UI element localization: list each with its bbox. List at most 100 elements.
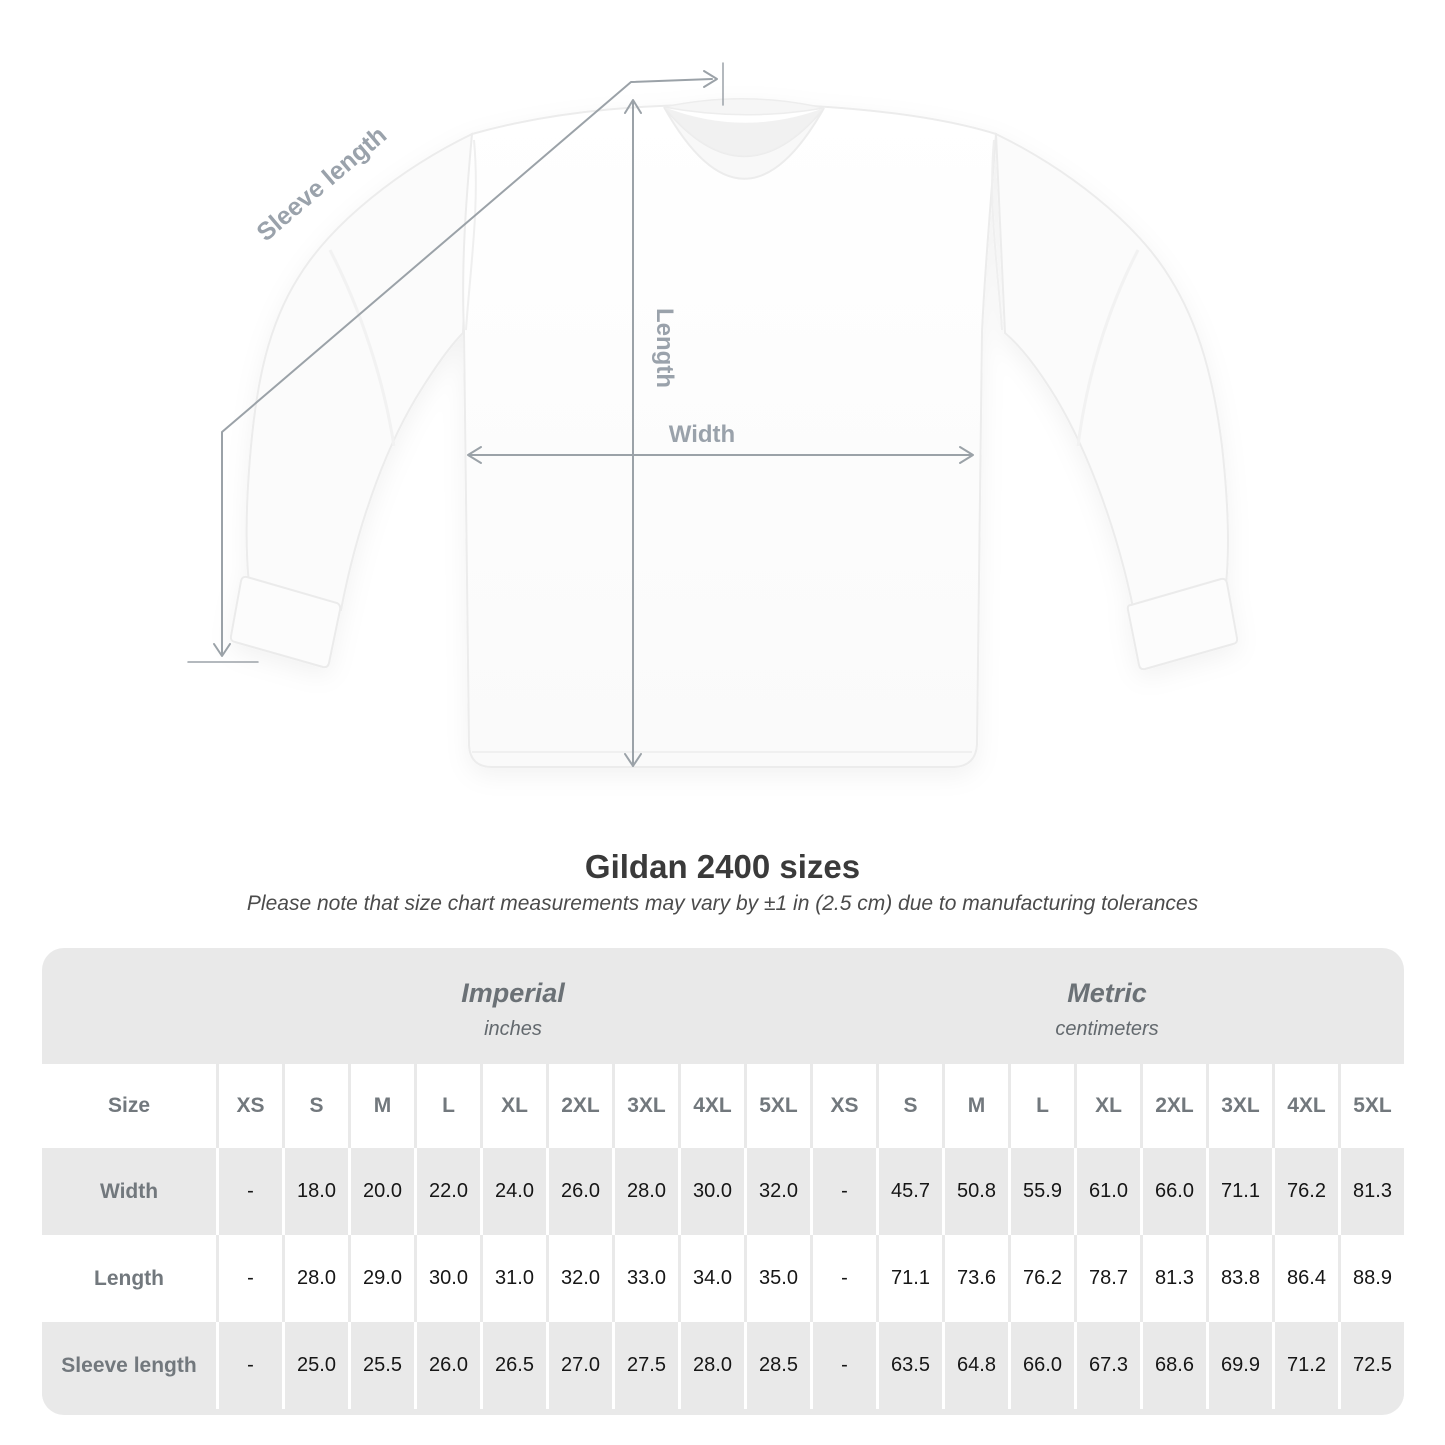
shirt-diagram-svg: Sleeve length Length Width bbox=[187, 62, 1239, 768]
imperial-value-cell: 26.5 bbox=[480, 1322, 546, 1409]
sleeve-arrowhead-down bbox=[213, 643, 231, 657]
imperial-size-column-header: L bbox=[414, 1064, 480, 1148]
imperial-value-cell: 29.0 bbox=[348, 1235, 414, 1322]
metric-value-cell: 50.8 bbox=[942, 1148, 1008, 1235]
metric-size-column-header: M bbox=[942, 1064, 1008, 1148]
imperial-size-column-header: 5XL bbox=[744, 1064, 810, 1148]
metric-size-column-header: L bbox=[1008, 1064, 1074, 1148]
imperial-value-cell: 27.0 bbox=[546, 1322, 612, 1409]
metric-value-cell: 64.8 bbox=[942, 1322, 1008, 1409]
size-chart-table: Imperial inches Metric centimeters Size … bbox=[42, 948, 1404, 1415]
imperial-value-cell: 28.0 bbox=[282, 1235, 348, 1322]
imperial-value-cell: 34.0 bbox=[678, 1235, 744, 1322]
width-arrowhead-left bbox=[467, 446, 482, 464]
imperial-value-cell: - bbox=[216, 1322, 282, 1409]
length-label: Length bbox=[651, 308, 678, 388]
measurement-overlay bbox=[187, 62, 974, 767]
unit-group-header-row: Imperial inches Metric centimeters bbox=[42, 948, 1404, 1064]
imperial-value-cell: 31.0 bbox=[480, 1235, 546, 1322]
length-arrowhead-up bbox=[624, 99, 642, 114]
left-armhole-seam bbox=[465, 139, 477, 331]
imperial-value-cell: 27.5 bbox=[612, 1322, 678, 1409]
metric-value-cell: 81.3 bbox=[1338, 1148, 1404, 1235]
metric-value-cell: 63.5 bbox=[876, 1322, 942, 1409]
size-header-row: Size XS S M L XL 2XL 3XL 4XL 5XL XS S M L XL 2XL 3XL 4XL… bbox=[42, 1064, 1404, 1148]
imperial-value-cell: 30.0 bbox=[414, 1235, 480, 1322]
metric-value-cell: 66.0 bbox=[1140, 1148, 1206, 1235]
imperial-size-column-header: 2XL bbox=[546, 1064, 612, 1148]
metric-group-name: Metric bbox=[1067, 977, 1147, 1008]
shirt-left-cuff bbox=[229, 575, 342, 669]
imperial-size-column-header: 3XL bbox=[612, 1064, 678, 1148]
metric-group-header: Metric centimeters bbox=[810, 948, 1404, 1064]
metric-size-column-header: XL bbox=[1074, 1064, 1140, 1148]
page-title: Gildan 2400 sizes bbox=[584, 848, 861, 885]
row-label: Length bbox=[94, 1266, 164, 1290]
imperial-value-cell: 33.0 bbox=[612, 1235, 678, 1322]
metric-value-cell: - bbox=[810, 1322, 876, 1409]
length-arrowhead-down bbox=[624, 753, 642, 767]
metric-value-cell: 68.6 bbox=[1140, 1322, 1206, 1409]
metric-size-column-header: S bbox=[876, 1064, 942, 1148]
width-arrowhead-right bbox=[959, 446, 974, 464]
row-label: Width bbox=[99, 1179, 159, 1203]
metric-value-cell: 71.2 bbox=[1272, 1322, 1338, 1409]
group-header-spacer bbox=[42, 948, 216, 1064]
imperial-value-cell: 28.5 bbox=[744, 1322, 810, 1409]
imperial-value-cell: 18.0 bbox=[282, 1148, 348, 1235]
imperial-group-name: Imperial bbox=[461, 977, 565, 1008]
imperial-value-cell: - bbox=[216, 1235, 282, 1322]
metric-value-cell: - bbox=[810, 1235, 876, 1322]
metric-value-cell: 45.7 bbox=[876, 1148, 942, 1235]
imperial-value-cell: 28.0 bbox=[678, 1322, 744, 1409]
sleeve-arrowhead-right bbox=[703, 70, 718, 88]
metric-size-column-header: XS bbox=[810, 1064, 876, 1148]
tolerance-note: Please note that size chart measurements… bbox=[246, 892, 1199, 915]
metric-value-cell: 69.9 bbox=[1206, 1322, 1272, 1409]
metric-value-cell: - bbox=[810, 1148, 876, 1235]
metric-size-column-header: 4XL bbox=[1272, 1064, 1338, 1148]
row-label: Sleeve length bbox=[61, 1353, 197, 1377]
metric-value-cell: 86.4 bbox=[1272, 1235, 1338, 1322]
imperial-value-cell: - bbox=[216, 1148, 282, 1235]
metric-size-column-header: 2XL bbox=[1140, 1064, 1206, 1148]
metric-value-cell: 78.7 bbox=[1074, 1235, 1140, 1322]
metric-value-cell: 71.1 bbox=[876, 1235, 942, 1322]
imperial-group-header: Imperial inches bbox=[216, 948, 810, 1064]
metric-value-cell: 76.2 bbox=[1008, 1235, 1074, 1322]
metric-group-unit: centimeters bbox=[1055, 1017, 1159, 1040]
metric-value-cell: 72.5 bbox=[1338, 1322, 1404, 1409]
metric-value-cell: 67.3 bbox=[1074, 1322, 1140, 1409]
metric-value-cell: 55.9 bbox=[1008, 1148, 1074, 1235]
imperial-value-cell: 28.0 bbox=[612, 1148, 678, 1235]
right-armhole-seam bbox=[991, 139, 1003, 331]
imperial-value-cell: 20.0 bbox=[348, 1148, 414, 1235]
metric-value-cell: 76.2 bbox=[1272, 1148, 1338, 1235]
shirt-illustration bbox=[229, 98, 1239, 768]
imperial-value-cell: 35.0 bbox=[744, 1235, 810, 1322]
metric-value-cell: 66.0 bbox=[1008, 1322, 1074, 1409]
shirt-left-sleeve bbox=[245, 132, 474, 612]
imperial-value-cell: 26.0 bbox=[414, 1322, 480, 1409]
imperial-size-column-header: 4XL bbox=[678, 1064, 744, 1148]
sleeve-length-arrow bbox=[221, 78, 713, 655]
left-sleeve-fold bbox=[328, 249, 396, 447]
corner-label: Size bbox=[107, 1094, 151, 1117]
imperial-size-column-header: S bbox=[282, 1064, 348, 1148]
measurement-row: Sleeve length -25.0 25.5 26.0 26.5 27.0 27.5 28… bbox=[42, 1322, 1404, 1409]
shirt-measurement-diagram: Sleeve length Length Width bbox=[187, 62, 1239, 768]
shirt-right-sleeve bbox=[994, 132, 1230, 614]
imperial-value-cell: 24.0 bbox=[480, 1148, 546, 1235]
collar-inner-shadow bbox=[664, 107, 824, 157]
measurement-row: Width -18.0 20.0 22.0 24.0 26.0 28.0 30.0 32.0-4… bbox=[42, 1148, 1404, 1235]
shirt-right-cuff bbox=[1126, 577, 1239, 671]
metric-value-cell: 61.0 bbox=[1074, 1148, 1140, 1235]
metric-value-cell: 88.9 bbox=[1338, 1235, 1404, 1322]
imperial-size-column-header: M bbox=[348, 1064, 414, 1148]
imperial-value-cell: 22.0 bbox=[414, 1148, 480, 1235]
metric-value-cell: 81.3 bbox=[1140, 1235, 1206, 1322]
metric-value-cell: 83.8 bbox=[1206, 1235, 1272, 1322]
imperial-value-cell: 32.0 bbox=[546, 1235, 612, 1322]
imperial-value-cell: 30.0 bbox=[678, 1148, 744, 1235]
